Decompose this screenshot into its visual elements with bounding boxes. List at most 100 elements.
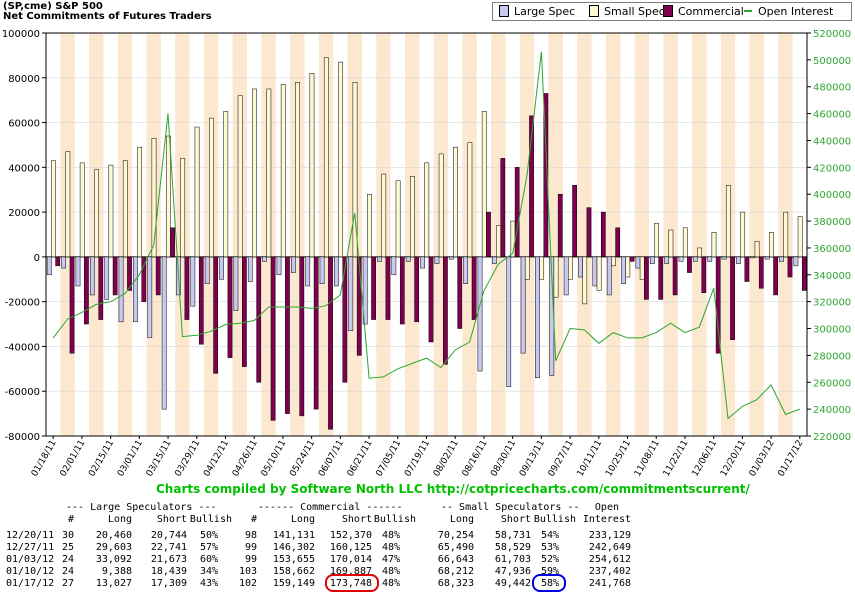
bar-small-spec [280,84,286,258]
bar-commercial [629,256,635,262]
row-small-short: 47,936 [494,566,531,577]
row-small-bullish: 53% [540,542,559,553]
bar-large-spec [535,256,540,379]
row-small-long: 66,643 [437,554,474,565]
bar-small-spec [381,173,387,258]
row-small-short: 49,442 [494,578,531,589]
bar-small-spec [611,256,616,267]
right-tick-label: 500000 [813,56,851,67]
bar-small-spec [481,111,487,258]
group-small-speculators: -- Small Speculators -- [441,502,580,513]
bar-commercial [600,211,606,258]
x-tick-label: 02/01/11 [59,439,88,479]
row-large-count: 25 [61,542,74,553]
band [692,33,707,436]
bar-small-spec [223,111,229,258]
left-tick-label: 40000 [8,163,40,174]
row-large-short: 18,439 [150,566,187,577]
bar-small-spec [266,88,272,258]
bar-large-spec [276,256,282,276]
bar-large-spec [649,256,655,264]
right-tick-label: 340000 [813,271,851,282]
bar-large-spec [190,256,196,307]
bar-commercial [787,256,793,278]
bar-commercial [773,256,778,296]
bar-commercial [112,256,118,296]
row-commercial-bullish: 47% [381,554,400,565]
bar-commercial [529,115,534,258]
row-date: 01/03/12 [6,554,55,565]
row-commercial-count: 99 [244,542,257,553]
row-small-bullish: 58% [540,578,559,589]
bar-large-spec [262,256,267,262]
row-small-bullish: 54% [540,530,559,541]
open-interest-line [52,51,800,420]
right-tick-label: 460000 [813,110,851,121]
highlight-commercial-short [325,574,379,592]
x-tick-label: 02/15/11 [87,439,116,479]
row-large-short: 22,741 [150,542,187,553]
bar-large-spec [147,256,153,338]
right-tick-label: 260000 [813,378,851,389]
x-tick-label: 12/20/11 [719,439,748,479]
row-small-long: 68,323 [437,578,474,589]
row-small-long: 68,212 [437,566,474,577]
row-large-count: 27 [61,578,74,589]
row-large-bullish: 34% [199,566,218,577]
left-tick-label: -20000 [5,298,40,309]
x-tick-label: 08/02/11 [432,439,461,479]
bar-commercial [715,256,721,354]
legend-label-open-interest: Open Interest [758,5,834,18]
legend-item-small-spec: Small Spec [589,5,665,18]
x-tick-label: 07/05/11 [375,439,404,479]
header-commercial-long: Long [290,514,315,525]
bar-large-spec [290,256,296,273]
bar-small-spec [165,135,171,258]
x-tick-label: 05/24/11 [288,439,317,479]
bar-small-spec [367,193,372,258]
row-large-long: 29,603 [95,542,132,553]
bar-large-spec [405,256,411,262]
bar-small-spec [338,61,344,258]
row-commercial-short: 152,370 [329,530,372,541]
right-tick-label: 400000 [813,190,851,201]
right-tick-label: 440000 [813,136,851,147]
row-commercial-bullish: 48% [381,566,400,577]
row-large-count: 24 [61,566,74,577]
row-open-interest: 241,768 [588,578,631,589]
right-tick-label: 520000 [813,29,851,40]
bar-commercial [471,256,477,320]
bar-large-spec [104,256,110,300]
bar-small-spec [797,216,803,258]
bar-small-spec [194,126,200,258]
bar-small-spec [94,169,99,258]
bar-commercial [213,256,219,374]
row-large-count: 30 [61,530,74,541]
bar-commercial [141,256,147,302]
group-open-interest: Open [594,502,619,513]
bar-commercial [644,256,649,300]
bar-small-spec [137,146,142,258]
cot-chart: 100000 80000 60000 40000 20000 0 -20000 -40000 -… [2,29,851,479]
bar-commercial [701,256,707,293]
bar-commercial [443,256,448,365]
bar-commercial [356,256,362,356]
row-small-bullish: 52% [540,554,559,565]
chart-header-line-2: Net Commitments of Futures Traders [3,11,212,22]
row-commercial-bullish: 48% [381,542,400,553]
row-commercial-short: 160,125 [329,542,372,553]
bar-small-spec [654,223,659,258]
bar-commercial [586,207,592,258]
bar-large-spec [721,256,727,260]
row-commercial-short: 173,748 [329,578,372,589]
bar-large-spec [448,256,454,260]
bar-large-spec [133,256,138,323]
left-tick-label: -40000 [5,342,40,353]
bar-small-spec [783,211,789,258]
x-tick-label: 04/12/11 [202,439,231,479]
right-tick-label: 220000 [813,432,851,443]
row-commercial-long: 159,149 [272,578,315,589]
bar-small-spec [711,232,717,258]
header-small-long: Long [449,514,474,525]
header-commercial-count: # [250,514,257,525]
